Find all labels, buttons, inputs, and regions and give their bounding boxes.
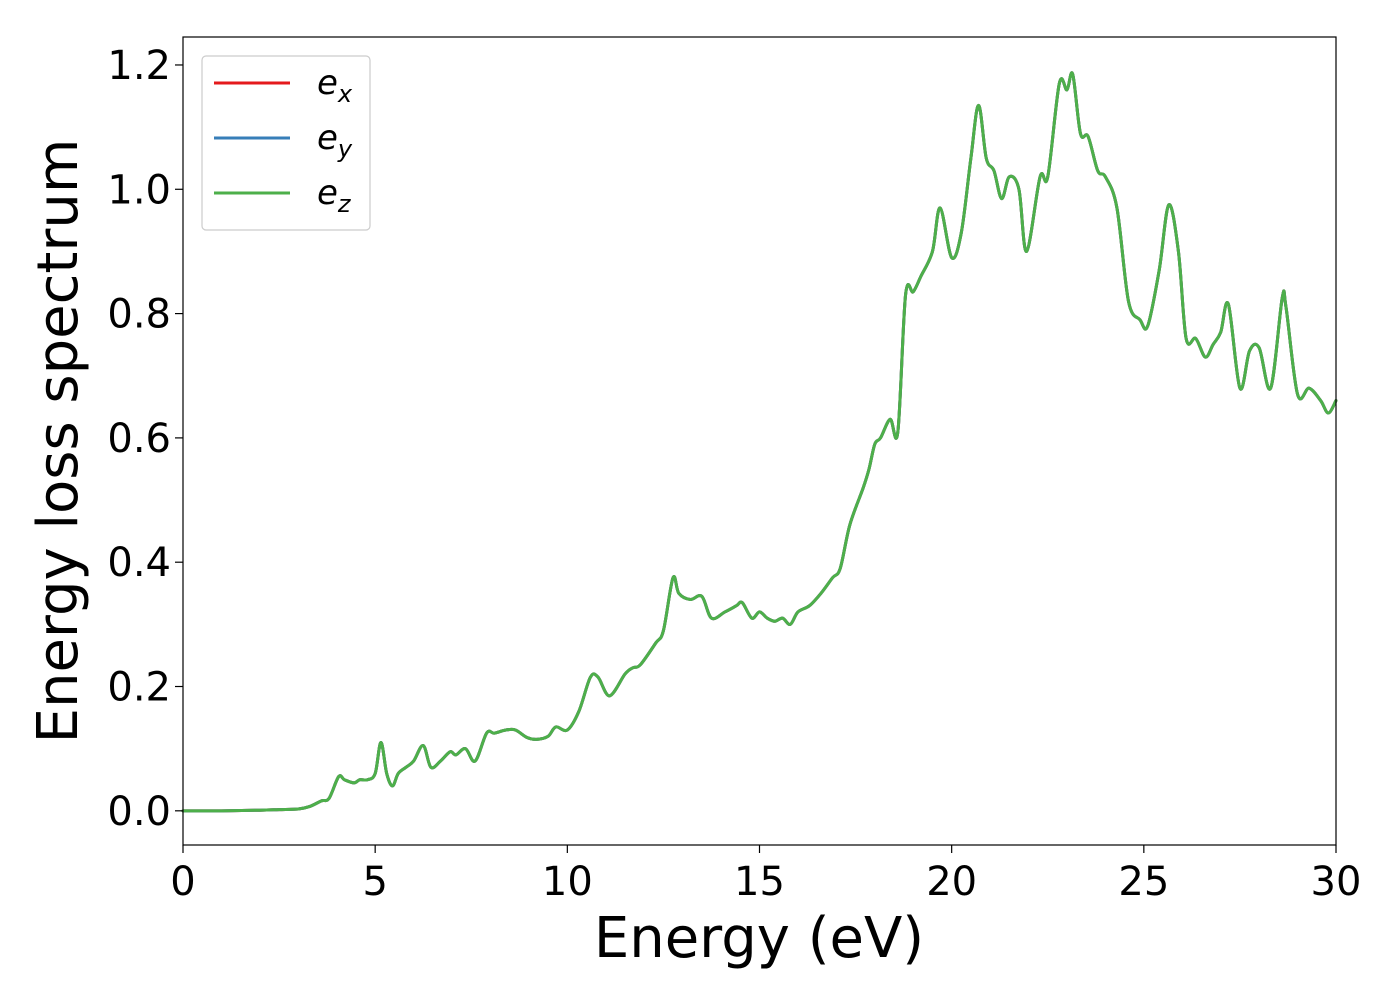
y-tick-label: 1.2	[107, 43, 171, 89]
x-tick-label: 20	[926, 859, 977, 905]
y-tick-label: 1.0	[107, 167, 171, 213]
x-tick-label: 5	[362, 859, 387, 905]
y-axis-label: Energy loss spectrum	[26, 139, 91, 744]
x-axis-label: Energy (eV)	[594, 906, 924, 971]
series-line-e-z	[181, 71, 1338, 813]
y-axis-ticks: 0.0 0.2 0.4 0.6 0.8 1.0 1.2	[107, 43, 183, 835]
legend-label-ey: ey	[317, 118, 353, 163]
x-tick-label: 30	[1311, 859, 1362, 905]
y-tick-label: 0.0	[107, 789, 171, 835]
legend: ex ey ez	[201, 55, 371, 231]
legend-entries: ex ey ez	[214, 63, 353, 218]
x-tick-label: 10	[542, 859, 593, 905]
y-tick-label: 0.8	[107, 292, 171, 338]
x-tick-label: 25	[1118, 859, 1169, 905]
series-layer	[181, 71, 1338, 813]
y-tick-label: 0.4	[107, 540, 171, 586]
legend-label-ez: ez	[317, 173, 352, 218]
x-tick-label: 0	[170, 859, 195, 905]
legend-frame	[201, 55, 371, 231]
y-tick-label: 0.6	[107, 416, 171, 462]
x-tick-label: 15	[734, 859, 785, 905]
y-tick-label: 0.2	[107, 665, 171, 711]
legend-label-ex: ex	[317, 63, 353, 108]
x-axis-ticks: 0 5 10 15 20 25 30	[170, 845, 1361, 905]
